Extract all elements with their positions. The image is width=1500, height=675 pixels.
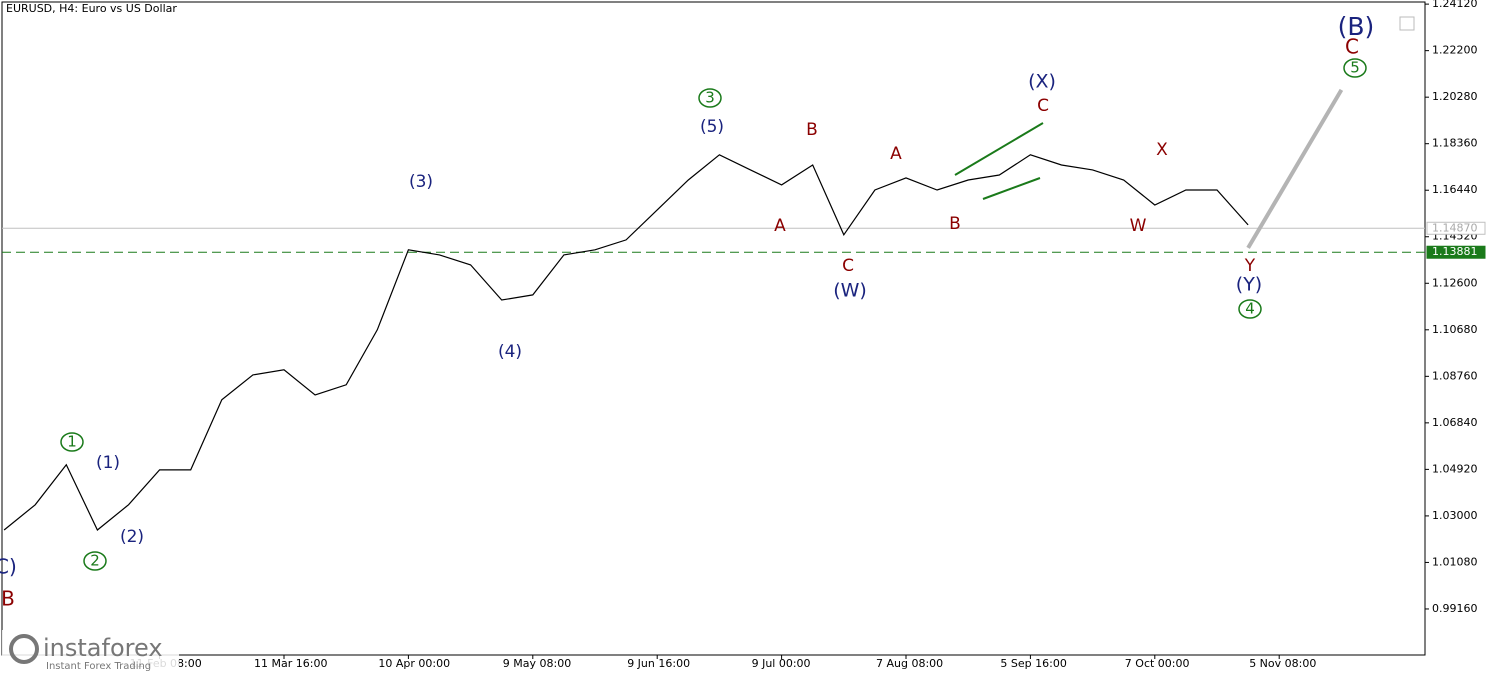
y-tick-label: 1.03000 [1432, 509, 1478, 522]
wave-label: (X) [1028, 71, 1056, 93]
y-tick-label: 1.01080 [1432, 555, 1478, 568]
x-tick-label: 5 Sep 16:00 [1000, 657, 1066, 670]
wave-label: 4 [1245, 300, 1255, 318]
wave-label: B [1, 587, 15, 611]
wave-label: A [890, 144, 902, 164]
price-tag-label: 1.14870 [1432, 221, 1478, 234]
wave-label: A [774, 216, 786, 236]
y-tick-label: 1.22200 [1432, 44, 1478, 57]
wave-label: C [1037, 96, 1049, 116]
y-tick-label: 1.12600 [1432, 276, 1478, 289]
price-tag-label: 1.13881 [1432, 245, 1478, 258]
tagline: Instant Forex Trading [46, 661, 151, 672]
y-tick-label: 1.18360 [1432, 137, 1478, 150]
y-tick-label: 1.24120 [1432, 0, 1478, 10]
x-tick-label: 9 Jul 00:00 [752, 657, 811, 670]
x-tick-label: 11 Mar 16:00 [254, 657, 327, 670]
wave-label: B [806, 120, 818, 140]
wave-label: 2 [90, 552, 100, 570]
price-tag [1426, 245, 1486, 259]
wave-label: (Y) [1236, 274, 1262, 296]
series-line [3, 154, 1249, 531]
y-tick-label: 1.04920 [1432, 462, 1478, 475]
wave-circle [1238, 299, 1262, 319]
x-tick-label: 10 Apr 00:00 [378, 657, 450, 670]
wave-label: (C) [0, 555, 17, 579]
wave-label: (B) [1338, 12, 1375, 41]
wave-label: (4) [498, 342, 522, 362]
wave-label: B [949, 214, 961, 234]
y-tick-label: 1.08760 [1432, 369, 1478, 382]
wave-label: C [842, 256, 854, 276]
chart-title: EURUSD, H4: Euro vs US Dollar [6, 2, 177, 15]
wave-label: (W) [833, 280, 867, 302]
x-tick-label: 9 Jun 16:00 [627, 657, 690, 670]
series-line [1246, 88, 1344, 249]
price-tag [1426, 221, 1486, 235]
wave-label: (3) [409, 172, 433, 192]
wave-circle [83, 551, 107, 571]
wedge-line [954, 122, 1044, 176]
y-tick-label: 1.06840 [1432, 416, 1478, 429]
wave-label: X [1156, 140, 1168, 160]
y-tick-label: 1.20280 [1432, 90, 1478, 103]
wave-label: 5 [1350, 59, 1360, 77]
plot-frame [1, 1, 1426, 656]
trade-button[interactable] [1399, 16, 1415, 31]
wave-circle [1343, 58, 1367, 78]
wave-label: 1 [67, 433, 77, 451]
logo-icon [9, 634, 39, 664]
y-tick-label: 0.99160 [1432, 602, 1478, 615]
wave-circle [60, 432, 84, 452]
x-tick-label: 5 Nov 08:00 [1249, 657, 1316, 670]
x-tick-label: 7 Oct 00:00 [1125, 657, 1190, 670]
wave-label: Y [1244, 256, 1256, 276]
wave-label: C [1345, 35, 1359, 59]
wave-label: (2) [120, 527, 144, 547]
wedge-line [982, 177, 1041, 200]
wave-label: 3 [705, 89, 715, 107]
brand: instaforex [43, 634, 163, 662]
watermark: instaforex Instant Forex Trading [2, 630, 179, 673]
wave-circle [698, 88, 722, 108]
y-tick-label: 1.16440 [1432, 183, 1478, 196]
wave-label: (1) [96, 453, 120, 473]
wave-label: (5) [700, 117, 724, 137]
y-tick-label: 1.10680 [1432, 323, 1478, 336]
x-tick-label: 9 May 08:00 [503, 657, 571, 670]
x-tick-label: 7 Aug 08:00 [876, 657, 943, 670]
wave-label: W [1130, 216, 1147, 236]
